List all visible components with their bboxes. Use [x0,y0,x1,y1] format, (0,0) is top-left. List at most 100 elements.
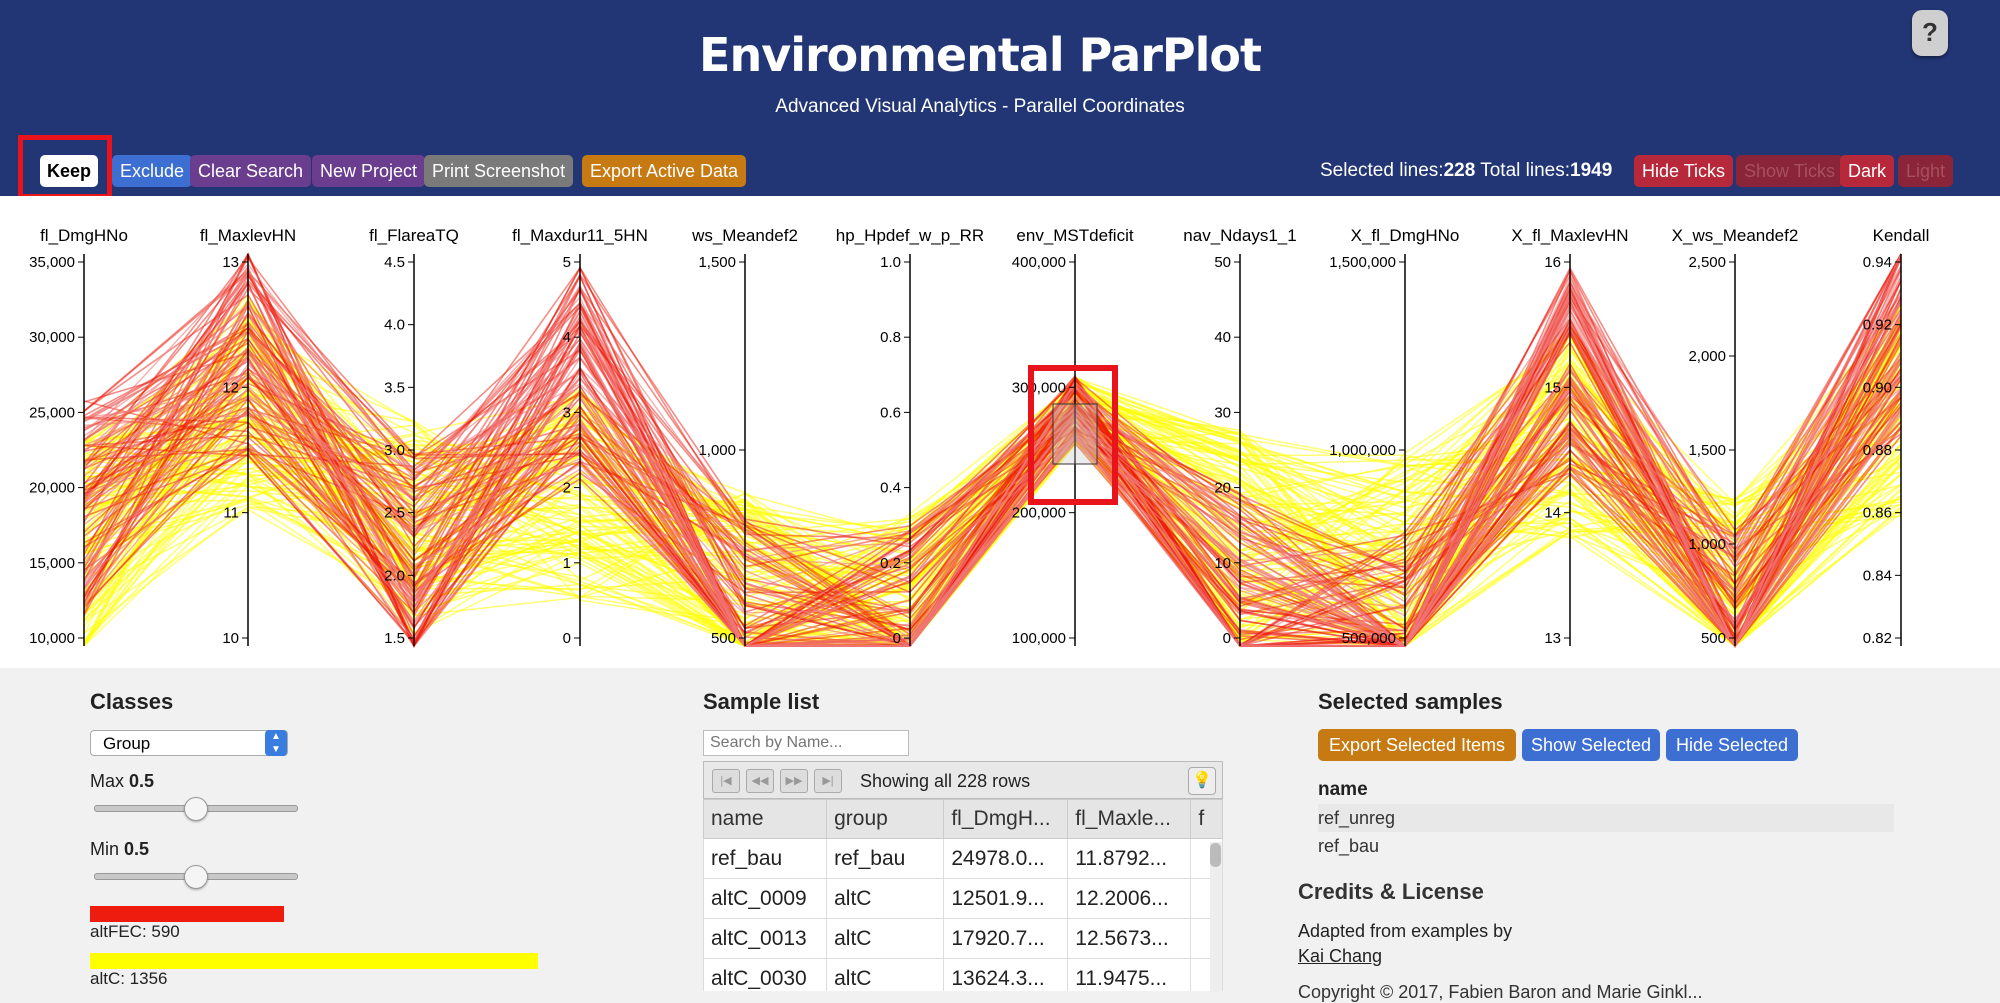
cell-fl-maxlevhn: 11.9475... [1067,958,1192,991]
axis-label[interactable]: hp_Hpdef_w_p_RR [836,226,984,245]
tick-label: 10,000 [29,630,75,647]
prev-page-icon[interactable]: ◀◀ [746,769,774,793]
column-header-fl-maxlevhn[interactable]: fl_Maxle... [1067,799,1192,839]
cell-group: altC [826,958,945,991]
next-page-icon[interactable]: ▶▶ [780,769,808,793]
axis-X_ws_Meandef2[interactable]: X_ws_Meandef2 2,500 2,000 1,500 1,000 500 [1672,226,1799,647]
tick-label: 30,000 [29,329,75,346]
axis-fl_FlareaTQ[interactable]: fl_FlareaTQ 4.5 4.0 3.5 3.0 2.5 2.0 1.5 [369,226,459,647]
tick-label: 10 [222,630,239,647]
max-slider-thumb[interactable] [184,797,208,821]
tick-label: 3.5 [384,379,405,396]
search-input[interactable] [703,730,909,756]
axis-fl_DmgHNo[interactable]: fl_DmgHNo 35,000 30,000 25,000 20,000 15,000 1… [29,226,128,647]
last-page-icon[interactable]: ▶| [814,769,842,793]
brush-rect[interactable] [1052,403,1098,465]
group-select[interactable]: Group ▲ ▼ [90,730,288,756]
axis-label[interactable]: X_fl_DmgHNo [1351,226,1460,245]
axis-label[interactable]: nav_Ndays1_1 [1183,226,1296,245]
cell-name: ref_bau [703,838,828,879]
tick-label: 4.0 [384,317,405,334]
total-lines-label: Total lines: [1480,160,1570,181]
tick-label: 0 [893,630,901,647]
tick-label: 35,000 [29,254,75,271]
app-title: Environmental ParPlot [699,28,1262,82]
hide-ticks-button[interactable]: Hide Ticks [1634,155,1734,187]
axis-label[interactable]: fl_FlareaTQ [369,226,459,245]
class-bar-altfec [90,906,284,922]
dark-button[interactable]: Dark [1840,155,1895,187]
axis-fl_Maxdur11_5HN[interactable]: fl_Maxdur11_5HN 5 4 3 2 1 0 [512,226,648,647]
column-header-name[interactable]: name [703,799,828,839]
axis-label[interactable]: X_ws_Meandef2 [1672,226,1799,245]
lightbulb-icon[interactable]: 💡 [1188,767,1216,795]
tick-label: 1.5 [384,630,405,647]
hide-selected-button[interactable]: Hide Selected [1666,729,1798,761]
table-row[interactable]: altC_0013 altC 17920.7... 12.5673... [703,918,1223,959]
clear-search-button[interactable]: Clear Search [190,155,312,187]
credits-link[interactable]: Kai Chang [1298,946,1383,966]
keep-button[interactable]: Keep [40,155,98,187]
axis-label[interactable]: fl_DmgHNo [40,226,128,245]
axis-X_fl_MaxlevHN[interactable]: X_fl_MaxlevHN 16 15 14 13 [1511,226,1628,647]
exclude-button[interactable]: Exclude [112,155,193,187]
export-selected-button[interactable]: Export Selected Items [1318,729,1516,761]
light-button[interactable]: Light [1898,155,1954,187]
tick-label: 0.8 [880,329,901,346]
axis-label[interactable]: fl_Maxdur11_5HN [512,226,648,245]
tick-label: 1,000,000 [1329,442,1396,459]
show-selected-button[interactable]: Show Selected [1522,729,1660,761]
table-row[interactable]: altC_0009 altC 12501.9... 12.2006... [703,878,1223,919]
cell-fl-maxlevhn: 12.2006... [1067,878,1192,919]
polyline-altfec [83,363,1902,648]
axis-label[interactable]: X_fl_MaxlevHN [1511,226,1628,245]
print-screenshot-button[interactable]: Print Screenshot [424,155,574,187]
selected-row[interactable]: ref_bau [1318,836,1380,856]
table-scrollbar[interactable] [1210,842,1222,992]
selected-row[interactable]: ref_unreg [1318,804,1894,832]
axis-label[interactable]: fl_MaxlevHN [200,226,296,245]
table-row[interactable]: ref_bau ref_bau 24978.0... 11.8792... [703,838,1223,879]
parallel-coordinates-plot[interactable]: fl_DmgHNo 35,000 30,000 25,000 20,000 15,000 1… [0,196,2000,668]
polyline-altfec [83,287,1902,635]
column-header-fl-dmghno[interactable]: fl_DmgH... [943,799,1069,839]
select-arrows-icon: ▲ ▼ [265,730,287,756]
axis-nav_Ndays1_1[interactable]: nav_Ndays1_1 50 40 30 20 10 0 [1183,226,1296,647]
axis-ws_Meandef2[interactable]: ws_Meandef2 1,500 1,000 500 [691,226,798,647]
table-scrollbar-thumb[interactable] [1210,843,1221,867]
axis-Kendall[interactable]: Kendall 0.94 0.92 0.90 0.88 0.86 0.84 0.82 [1863,226,1930,647]
min-slider-thumb[interactable] [184,865,208,889]
first-page-icon[interactable]: |◀ [712,769,740,793]
axis-env_MSTdeficit[interactable]: env_MSTdeficit 400,000 300,000 200,000 100,0… [1012,226,1134,647]
column-header-more[interactable]: f [1190,799,1223,839]
column-header-group[interactable]: group [826,799,945,839]
tick-label: 500,000 [1342,630,1396,647]
axis-X_fl_DmgHNo[interactable]: X_fl_DmgHNo 1,500,000 1,000,000 500,000 [1329,226,1459,647]
app-subtitle: Advanced Visual Analytics - Parallel Coo… [775,96,1185,117]
tick-label: 30 [1214,404,1231,421]
help-button[interactable]: ? [1912,10,1948,56]
axis-label[interactable]: env_MSTdeficit [1016,226,1133,245]
table-row[interactable]: altC_0030 altC 13624.3... 11.9475... [703,958,1223,991]
tick-label: 400,000 [1012,254,1066,271]
axis-fl_MaxlevHN[interactable]: fl_MaxlevHN 13 12 11 10 [200,226,296,647]
tick-label: 2 [563,480,571,497]
max-label: Max 0.5 [90,771,154,792]
selected-lines-value: 228 [1443,160,1476,181]
axis-label[interactable]: Kendall [1873,226,1930,245]
new-project-button[interactable]: New Project [312,155,426,187]
polyline-altfec [83,283,1902,648]
axis-label[interactable]: ws_Meandef2 [691,226,798,245]
polyline-altfec [83,266,1902,648]
export-active-data-button[interactable]: Export Active Data [582,155,747,187]
polyline-altfec [83,310,1902,647]
polyline-altfec [83,266,1902,648]
show-ticks-button[interactable]: Show Ticks [1736,155,1844,187]
max-value: 0.5 [129,771,155,791]
cell-name: altC_0013 [703,918,828,959]
tick-label: 2,500 [1688,254,1726,271]
axis-hp_Hpdef_w_p_RR[interactable]: hp_Hpdef_w_p_RR 1.0 0.8 0.6 0.4 0.2 0 [836,226,984,647]
polyline-altfec [83,276,1902,648]
parallel-coordinates-svg[interactable]: fl_DmgHNo 35,000 30,000 25,000 20,000 15,000 1… [0,196,2000,668]
selected-name-header: name [1318,779,1368,800]
